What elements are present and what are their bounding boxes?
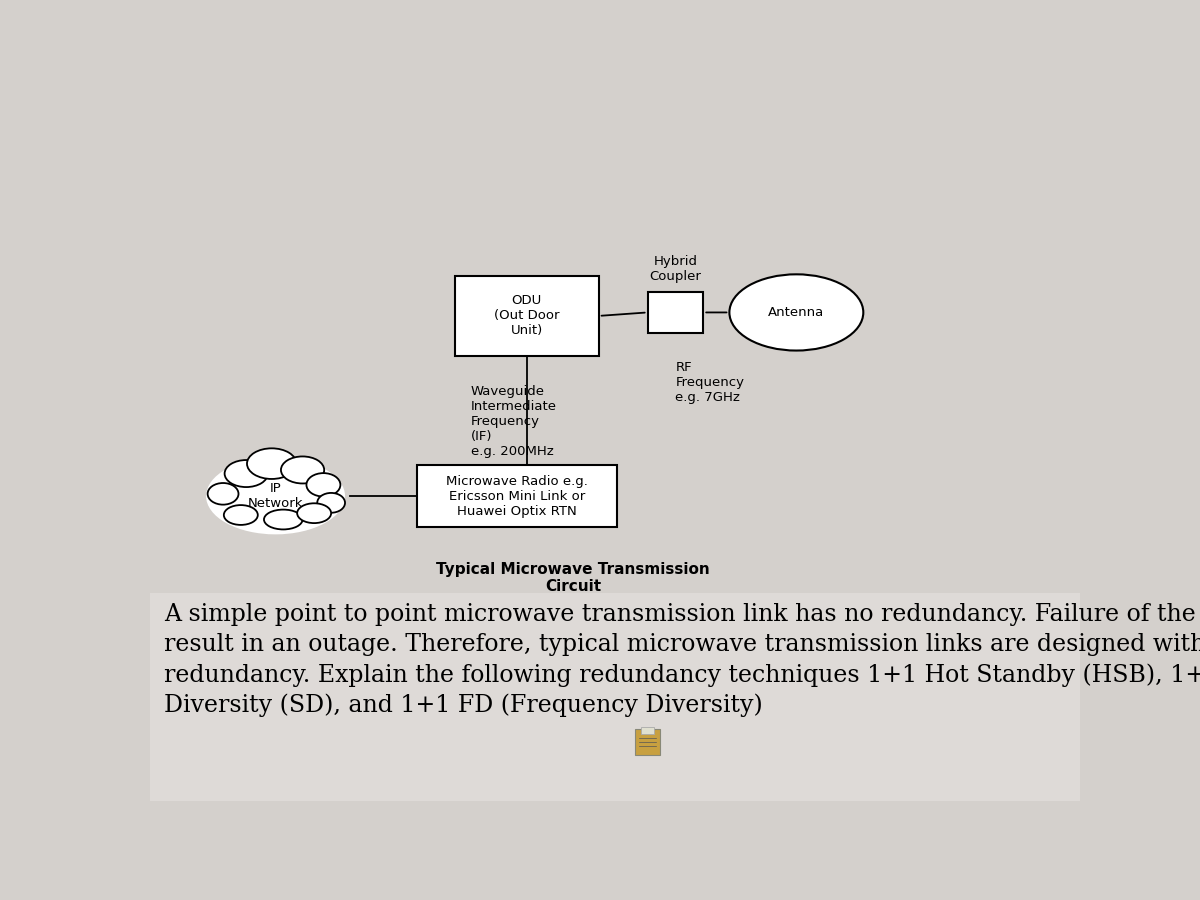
Ellipse shape bbox=[206, 458, 346, 535]
Text: Typical Microwave Transmission
Circuit: Typical Microwave Transmission Circuit bbox=[437, 562, 710, 594]
FancyBboxPatch shape bbox=[418, 465, 617, 527]
Text: Hybrid
Coupler: Hybrid Coupler bbox=[649, 256, 701, 284]
Ellipse shape bbox=[730, 274, 863, 351]
Text: A simple point to point microwave transmission link has no redundancy. Failure o: A simple point to point microwave transm… bbox=[164, 604, 1200, 717]
Ellipse shape bbox=[264, 509, 302, 529]
Text: Waveguide
Intermediate
Frequency
(IF)
e.g. 200MHz: Waveguide Intermediate Frequency (IF) e.… bbox=[470, 385, 557, 458]
Ellipse shape bbox=[306, 473, 341, 497]
FancyBboxPatch shape bbox=[150, 593, 1080, 801]
Text: Antenna: Antenna bbox=[768, 306, 824, 319]
Ellipse shape bbox=[281, 456, 324, 483]
FancyBboxPatch shape bbox=[455, 276, 599, 356]
Ellipse shape bbox=[247, 448, 296, 479]
Ellipse shape bbox=[224, 460, 268, 487]
FancyBboxPatch shape bbox=[641, 727, 654, 734]
Text: IP
Network: IP Network bbox=[248, 482, 304, 510]
Ellipse shape bbox=[224, 505, 258, 525]
Text: RF
Frequency
e.g. 7GHz: RF Frequency e.g. 7GHz bbox=[676, 361, 744, 404]
FancyBboxPatch shape bbox=[648, 292, 703, 333]
Ellipse shape bbox=[317, 493, 346, 513]
Text: ODU
(Out Door
Unit): ODU (Out Door Unit) bbox=[494, 294, 559, 338]
Ellipse shape bbox=[298, 503, 331, 523]
Text: Microwave Radio e.g.
Ericsson Mini Link or
Huawei Optix RTN: Microwave Radio e.g. Ericsson Mini Link … bbox=[446, 474, 588, 518]
FancyBboxPatch shape bbox=[636, 729, 660, 755]
Ellipse shape bbox=[208, 483, 239, 505]
